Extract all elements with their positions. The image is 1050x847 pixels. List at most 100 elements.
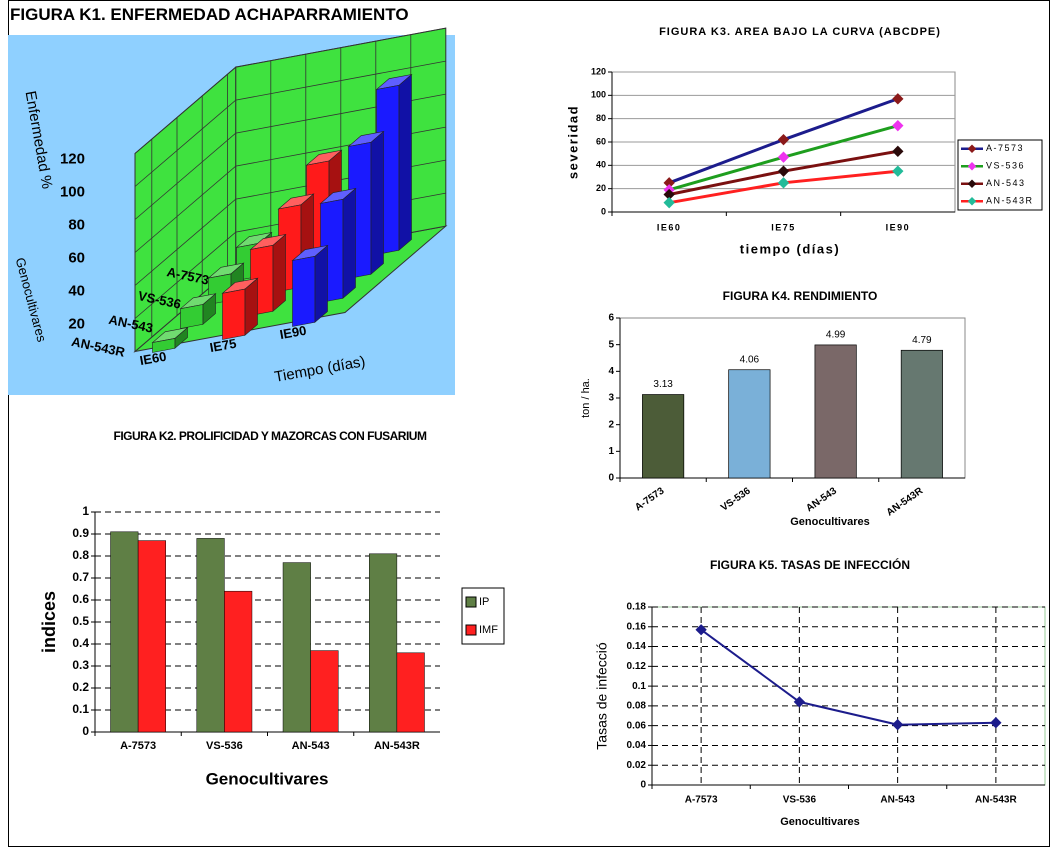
bar (310, 650, 339, 733)
y-tick-label: 0 (608, 473, 614, 484)
y-tick-label: 0 (640, 780, 646, 791)
y-tick-label: 0.04 (627, 740, 647, 751)
y-tick-label: 80 (596, 113, 606, 123)
marker (663, 197, 675, 209)
x-axis-title: Genocultivares (206, 769, 329, 788)
legend-label: IP (479, 596, 489, 608)
bar (282, 562, 311, 733)
bar (728, 369, 771, 479)
grid-line (134, 27, 446, 154)
marker (892, 145, 904, 157)
marker (777, 165, 790, 177)
bar (814, 344, 857, 479)
marker (777, 151, 790, 163)
plot-frame (651, 606, 1046, 786)
y-tick-label: 5 (608, 339, 614, 350)
bar-side (398, 73, 412, 251)
x-tick-label: IE60 (657, 222, 682, 232)
marker (891, 719, 904, 731)
x-tick-label: AN-543R (374, 740, 420, 752)
legend-label: AN-543 (986, 178, 1026, 188)
legend-label: A-7573 (986, 143, 1024, 153)
bar (396, 652, 425, 733)
y-tick-label: 0.4 (72, 636, 89, 650)
x-tick-label: A-7573 (685, 795, 718, 806)
chart-title: FIGURA K4. RENDIMIENTO (722, 289, 878, 303)
y-tick-label: 0 (82, 724, 89, 738)
y-tick-label: 0.02 (627, 760, 647, 771)
y-tick-label: 0 (601, 206, 606, 216)
y-tick-label: 0.18 (627, 602, 647, 613)
x-tick-label: AN-543 (880, 795, 915, 806)
chart-title: FIGURA K1. ENFERMEDAD ACHAPARRAMIENTO (10, 5, 409, 24)
x-tick-label: A-7573 (120, 740, 156, 752)
y-tick-label: 0.5 (72, 614, 89, 628)
x-tick-label: AN-543 (804, 485, 839, 514)
marker (990, 717, 1002, 729)
y-tick-label: 0.12 (627, 661, 647, 672)
grid-line (134, 93, 446, 220)
y-tick-label: 100 (591, 90, 606, 100)
x-tick-label: AN-543 (292, 740, 330, 752)
y-tick-label: 0.9 (72, 526, 89, 540)
y-tick-label: 60 (596, 136, 606, 146)
y-axis-title: indices (39, 591, 59, 653)
data-label: 3.13 (653, 379, 673, 390)
data-label: 4.99 (826, 330, 846, 341)
marker (892, 165, 904, 177)
x-tick-label: AN-543R (975, 795, 1017, 806)
data-label: 4.06 (740, 354, 760, 365)
marker (777, 177, 790, 189)
y-tick-label: 0.08 (627, 701, 647, 712)
legend-label: AN-543R (986, 196, 1034, 206)
bar-front (292, 255, 316, 327)
marker (663, 188, 675, 201)
bar (900, 349, 943, 479)
bar (137, 540, 166, 733)
y-axis-title: Tasas de infecció (594, 642, 610, 750)
y-tick-label: 1 (608, 446, 614, 457)
x-tick-label: A-7573 (633, 485, 667, 513)
y-tick-label: 40 (68, 282, 85, 299)
y-tick-label: 0.2 (72, 680, 89, 694)
y-axis-title: severidad (565, 105, 580, 179)
bar-side (272, 233, 286, 312)
x-tick-label: VS-536 (719, 485, 753, 513)
bar (110, 531, 139, 733)
y-tick-label: 20 (68, 315, 85, 332)
x-axis-title: tiempo (días) (740, 241, 840, 256)
x-tick-label: IE90 (886, 222, 911, 232)
bar-front (180, 304, 204, 329)
chart-title: FIGURA K5. TASAS DE INFECCIÓN (709, 558, 910, 572)
bar-side (342, 187, 356, 299)
y-tick-label: 1 (82, 504, 89, 518)
data-label: 4.79 (912, 335, 932, 346)
bar-side (314, 244, 328, 323)
y-tick-label: 60 (68, 249, 85, 266)
bar (642, 394, 685, 479)
y-tick-label: 120 (591, 66, 606, 76)
bar-side (370, 130, 384, 275)
chart-title: FIGURA K2. PROLIFICIDAD Y MAZORCAS CON F… (113, 429, 427, 443)
y-tick-label: 120 (60, 150, 85, 167)
y-tick-label: 40 (596, 160, 606, 170)
y-tick-label: 6 (608, 313, 614, 324)
x-tick-label: AN-543R (885, 485, 926, 518)
legend-swatch (465, 624, 477, 636)
y-tick-label: 0.16 (627, 621, 647, 632)
y-tick-label: 4 (608, 366, 614, 377)
legend-swatch (465, 596, 477, 608)
y-tick-label: 2 (608, 419, 614, 430)
y-tick-label: 0.7 (72, 570, 89, 584)
x-axis-title: Genocultivares (790, 516, 869, 528)
y-tick-label: 80 (68, 216, 85, 233)
x-tick-label: IE60 (139, 349, 168, 368)
chart-title: FIGURA K3. AREA BAJO LA CURVA (ABCDPE) (659, 26, 941, 38)
x-tick-label: IE75 (771, 222, 796, 232)
bar (369, 553, 398, 733)
bar-front (222, 288, 246, 340)
x-tick-label: VS-536 (206, 740, 243, 752)
x-tick-label: VS-536 (783, 795, 817, 806)
